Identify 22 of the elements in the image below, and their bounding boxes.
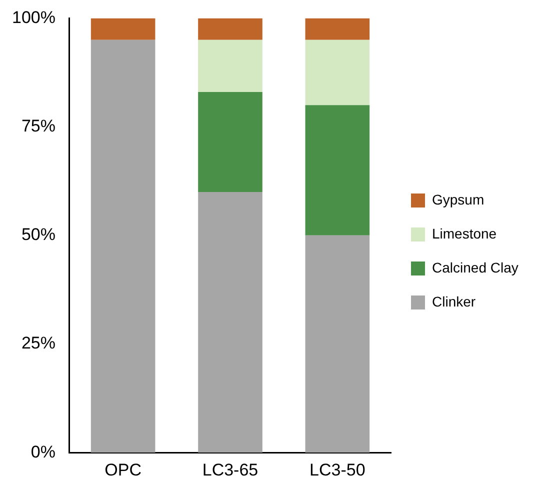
legend-label: Clinker (432, 293, 476, 310)
bar (305, 40, 370, 106)
x-tick-label: LC3-65 (202, 460, 258, 480)
bar (198, 92, 262, 192)
bar (90, 40, 156, 453)
bar (198, 40, 262, 92)
y-tick-label: 25% (21, 334, 56, 353)
legend-label: Gypsum (432, 191, 484, 208)
bar (305, 235, 370, 453)
x-tick-label: LC3-50 (310, 460, 366, 480)
bar (305, 105, 370, 236)
y-tick-label: 50% (21, 225, 56, 244)
bar (198, 18, 262, 40)
y-tick-label: 0% (30, 442, 56, 462)
x-tick-label: OPC (104, 460, 142, 480)
y-tick-label: 100% (12, 8, 56, 27)
bar (198, 192, 262, 453)
bar (305, 18, 370, 40)
legend-label: Limestone (432, 225, 497, 242)
legend-label: Calcined Clay (432, 259, 518, 276)
bar (90, 18, 156, 40)
y-tick-label: 75% (21, 116, 56, 136)
